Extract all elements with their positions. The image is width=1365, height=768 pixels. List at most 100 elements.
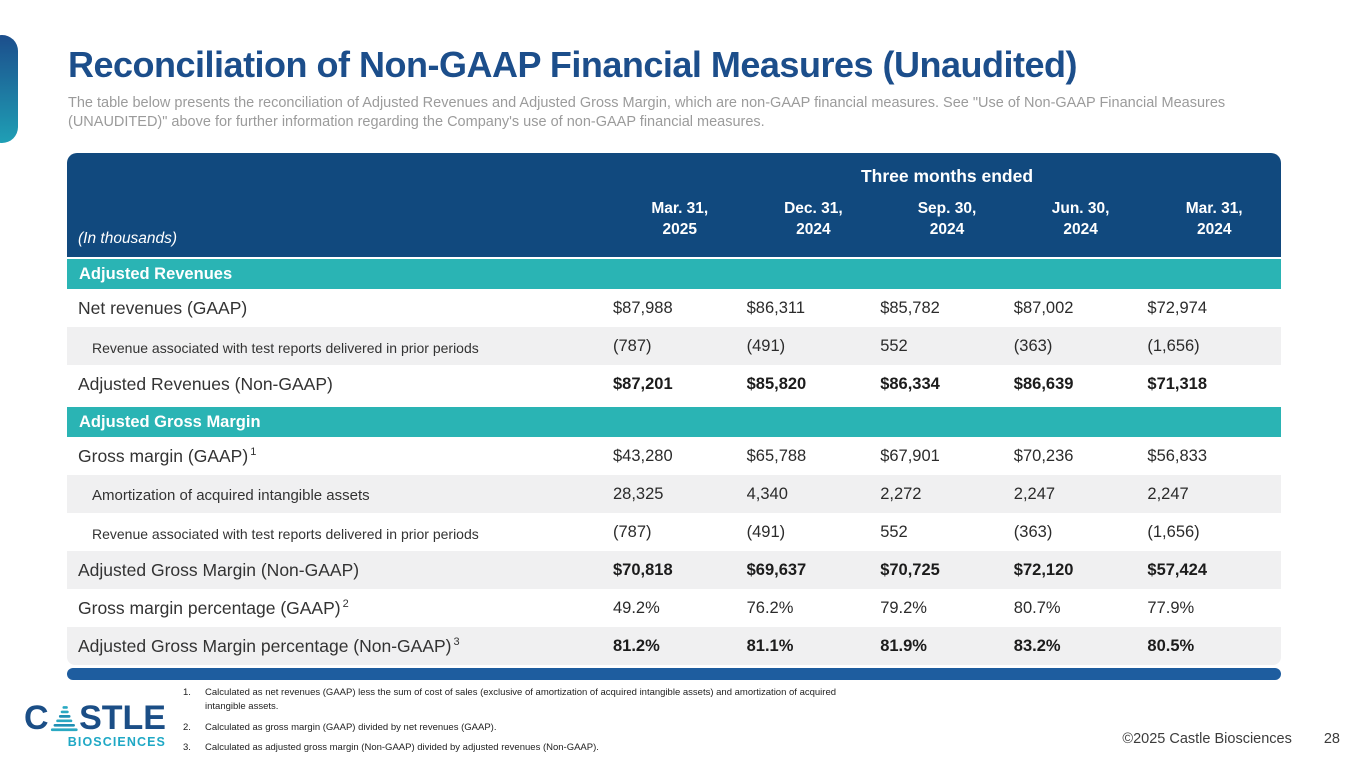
row-label: Adjusted Gross Margin (Non-GAAP) [67,560,613,581]
cell-value: $65,788 [746,446,807,465]
table-row: Adjusted Gross Margin (Non-GAAP) $70,818… [67,551,1281,589]
footnote-text: Calculated as net revenues (GAAP) less t… [205,687,837,712]
cell-value: 2,247 [1147,484,1189,503]
row-label-text: Adjusted Gross Margin percentage (Non-GA… [78,635,452,656]
column-header-line1: Dec. 31, [784,200,843,217]
column-header-line2: 2024 [1196,220,1232,238]
cell-value: 4,340 [746,484,788,503]
page-number: 28 [1323,731,1340,747]
footnote-item: 2. Calculated as gross margin (GAAP) div… [183,721,845,735]
cell-value: $87,002 [1013,298,1074,317]
footnote-item: 3. Calculated as adjusted gross margin (… [183,741,845,755]
footnote-number: 2. [183,721,191,733]
cell-value: $67,901 [880,446,940,465]
row-label: Revenue associated with test reports del… [67,523,613,542]
cell-value: 2,272 [880,484,922,503]
column-header-line1: Jun. 30, [1051,200,1110,217]
row-label-text: Amortization of acquired intangible asse… [92,487,370,504]
column-header-row: Mar. 31, 2025 Dec. 31, 2024 Sep. 30, 202… [613,199,1281,241]
footnote-text: Calculated as gross margin (GAAP) divide… [205,721,497,733]
table-row: Adjusted Gross Margin percentage (Non-GA… [67,627,1281,665]
column-header: Sep. 30, 2024 [880,199,1014,241]
row-label-text: Revenue associated with test reports del… [92,525,479,542]
footnote-marker: 2 [342,597,349,610]
logo-letters-stle: STLE [79,699,166,737]
column-header-line1: Mar. 31, [651,200,709,217]
row-label: Gross margin percentage (GAAP) 2 [67,598,613,619]
cell-value: $57,424 [1147,560,1208,579]
row-label: Revenue associated with test reports del… [67,337,613,356]
logo-wordmark: C STLE [24,699,166,737]
column-header: Mar. 31, 2025 [613,199,747,241]
cell-value: $43,280 [613,446,673,465]
in-thousands-label: (In thousands) [78,230,178,247]
column-header-line2: 2025 [662,220,698,238]
castle-biosciences-logo: C STLE BIOSCIENCES [24,699,166,750]
row-label-text: Adjusted Gross Margin (Non-GAAP) [78,559,360,580]
cell-value: $72,120 [1013,560,1074,579]
cell-value: (787) [613,336,652,355]
footnote-marker: 3 [453,635,460,648]
table-bottom-bar [67,668,1281,680]
cell-value: (491) [746,522,786,541]
column-header-line1: Mar. 31, [1185,200,1243,217]
cell-value: $85,782 [880,298,940,317]
cell-value: 83.2% [1013,636,1061,655]
table-row: Gross margin percentage (GAAP) 2 49.2% 76… [67,589,1281,627]
cell-value: (1,656) [1147,336,1200,355]
cell-value: 77.9% [1147,598,1195,617]
column-header-line2: 2024 [1063,220,1098,238]
cell-value: (363) [1013,336,1053,355]
row-label-text: Adjusted Revenues (Non-GAAP) [78,373,333,394]
logo-letter-c: C [24,699,49,737]
footnote-item: 1. Calculated as net revenues (GAAP) les… [183,686,845,714]
logo-a-icon [50,706,78,732]
table-row: Amortization of acquired intangible asse… [67,475,1281,513]
cell-value: (363) [1013,522,1053,541]
slide-footer: ©2025 Castle Biosciences 28 [1122,731,1340,747]
table-header: (In thousands) Three months ended Mar. 3… [67,153,1281,257]
accent-bar [0,35,18,143]
cell-value: $70,818 [613,560,673,579]
page-title: Reconciliation of Non-GAAP Financial Mea… [68,44,1077,85]
column-header-line1: Sep. 30, [917,200,977,217]
cell-value: $86,639 [1013,374,1074,393]
footnotes: 1. Calculated as net revenues (GAAP) les… [183,686,845,762]
table-row: Revenue associated with test reports del… [67,327,1281,365]
row-label: Gross margin (GAAP) 1 [67,446,613,467]
cell-value: $87,201 [613,374,673,393]
cell-value: $85,820 [746,374,807,393]
footnote-number: 1. [183,687,191,698]
row-label-text: Net revenues (GAAP) [78,297,248,318]
cell-value: 552 [880,522,908,541]
row-label: Adjusted Gross Margin percentage (Non-GA… [67,636,613,657]
row-label-text: Gross margin percentage (GAAP) [78,597,341,618]
cell-value: $56,833 [1147,446,1208,465]
section-header-adjusted-revenues: Adjusted Revenues [67,259,1281,289]
cell-value: (787) [613,522,652,541]
cell-value: 81.2% [613,636,660,655]
section-header-adjusted-gross-margin: Adjusted Gross Margin [67,407,1281,437]
cell-value: $70,725 [880,560,940,579]
column-header-line2: 2024 [796,220,831,238]
cell-value: 79.2% [880,598,927,617]
cell-value: $70,236 [1013,446,1074,465]
row-label: Adjusted Revenues (Non-GAAP) [67,374,613,395]
cell-value: 2,247 [1013,484,1056,503]
slide-subtitle: The table below presents the reconciliat… [68,95,1226,131]
cell-value: $71,318 [1147,374,1208,393]
footnote-text: Calculated as adjusted gross margin (Non… [205,742,599,754]
cell-value: 80.5% [1147,636,1195,655]
cell-value: 81.1% [746,636,794,655]
column-header: Jun. 30, 2024 [1014,199,1148,241]
footnote-number: 3. [183,742,191,754]
period-header: Three months ended [860,166,1034,186]
table-row: Gross margin (GAAP) 1 $43,280 $65,788 $67… [67,437,1281,475]
footnote-marker: 1 [250,445,257,458]
cell-value: $69,637 [746,560,807,579]
column-header: Mar. 31, 2024 [1147,199,1281,241]
cell-value: 552 [880,336,908,355]
column-header: Dec. 31, 2024 [747,199,881,241]
logo-subtext: BIOSCIENCES [67,735,166,750]
cell-value: $86,334 [880,374,940,393]
